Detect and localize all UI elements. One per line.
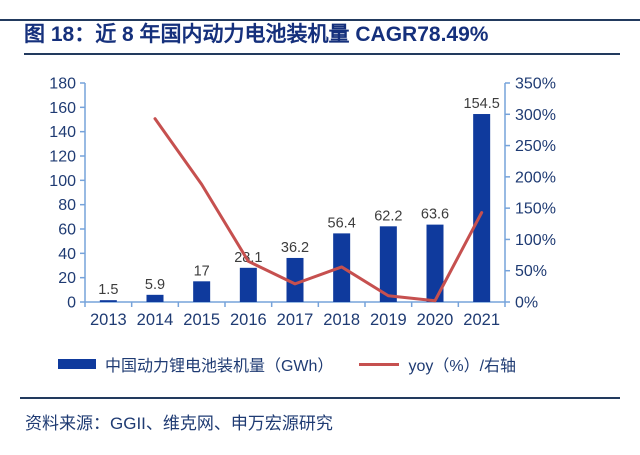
x-axis-category-label: 2014 [137, 311, 174, 329]
left-axis-tick-label: 160 [49, 100, 76, 117]
legend-item-line-series: yoy（%）/右轴 [359, 352, 516, 376]
right-axis-tick-label: 100% [515, 232, 556, 249]
bar-2016 [239, 267, 257, 302]
right-axis-tick-label: 250% [515, 138, 556, 155]
bar-value-label: 17 [194, 263, 210, 279]
bar-2020 [426, 224, 444, 302]
bar-series-swatch [57, 359, 96, 369]
left-axis-tick-label: 20 [58, 270, 76, 287]
chart-area: 0 20 40 60 80 100 120 140 160 180 0% 50% 100% 150% 200… [0, 62, 640, 338]
x-axis-category-label: 2018 [323, 311, 360, 329]
left-axis-tick-label: 180 [49, 76, 76, 93]
left-axis-tick-label: 140 [49, 124, 76, 141]
right-axis-tick-label: 200% [515, 169, 556, 186]
right-axis-tick-label: 150% [515, 201, 556, 218]
source-note: 资料来源：GGII、维克网、申万宏源研究 [25, 414, 333, 433]
left-axis-tick-label: 40 [58, 246, 76, 263]
bar-series-label: 中国动力锂电池装机量（GWh） [104, 358, 334, 375]
combo-chart-canvas: 0 20 40 60 80 100 120 140 160 180 0% 50% 100% 150% 200… [49, 76, 556, 330]
bar-2015 [193, 281, 211, 302]
yoy-line [153, 117, 484, 303]
right-axis-tick-label: 350% [515, 76, 556, 93]
left-axis-tick-label: 80 [58, 197, 76, 214]
bar-value-label: 56.4 [328, 215, 356, 231]
x-axis-category-label: 2016 [230, 311, 267, 329]
bar-2021 [473, 114, 491, 303]
top-divider [0, 19, 640, 21]
left-axis-tick-label: 60 [58, 222, 76, 239]
right-axis-tick-label: 300% [515, 107, 556, 124]
x-axis-category-label: 2019 [370, 311, 407, 329]
bar-value-label: 154.5 [464, 96, 500, 112]
bar-value-label: 36.2 [281, 240, 309, 256]
bar-value-label: 63.6 [421, 207, 449, 223]
bar-2019 [379, 226, 397, 302]
chart-legend: 中国动力锂电池装机量（GWh） yoy（%）/右轴 [0, 352, 607, 376]
bar-2014 [146, 294, 164, 302]
x-axis-category-label: 2021 [463, 311, 500, 329]
bar-value-label: 28.1 [234, 250, 262, 266]
bar-value-label: 5.9 [145, 277, 165, 293]
bar-value-label: 62.2 [374, 208, 402, 224]
left-axis-tick-label: 0 [67, 295, 76, 312]
x-axis-category-label: 2017 [277, 311, 314, 329]
bottom-divider [20, 397, 620, 399]
line-series-label: yoy（%）/右轴 [408, 358, 517, 375]
figure-header: 图 18：近 8 年国内动力电池装机量 CAGR78.49% [24, 23, 620, 55]
legend-item-bar-series: 中国动力锂电池装机量（GWh） [57, 352, 334, 376]
figure-title: 图 18：近 8 年国内动力电池装机量 CAGR78.49% [24, 23, 489, 46]
x-axis-category-label: 2020 [417, 311, 454, 329]
bar-2013 [99, 300, 117, 302]
left-axis-tick-label: 100 [49, 173, 76, 190]
bar-2017 [286, 257, 304, 302]
right-axis-tick-label: 50% [515, 263, 547, 280]
line-series-swatch [359, 362, 400, 366]
x-axis-category-label: 2013 [90, 311, 127, 329]
left-axis-tick-label: 120 [49, 149, 76, 166]
right-axis-tick-label: 0% [515, 295, 538, 312]
bar-value-label: 1.5 [98, 282, 118, 298]
x-axis-category-label: 2015 [183, 311, 220, 329]
